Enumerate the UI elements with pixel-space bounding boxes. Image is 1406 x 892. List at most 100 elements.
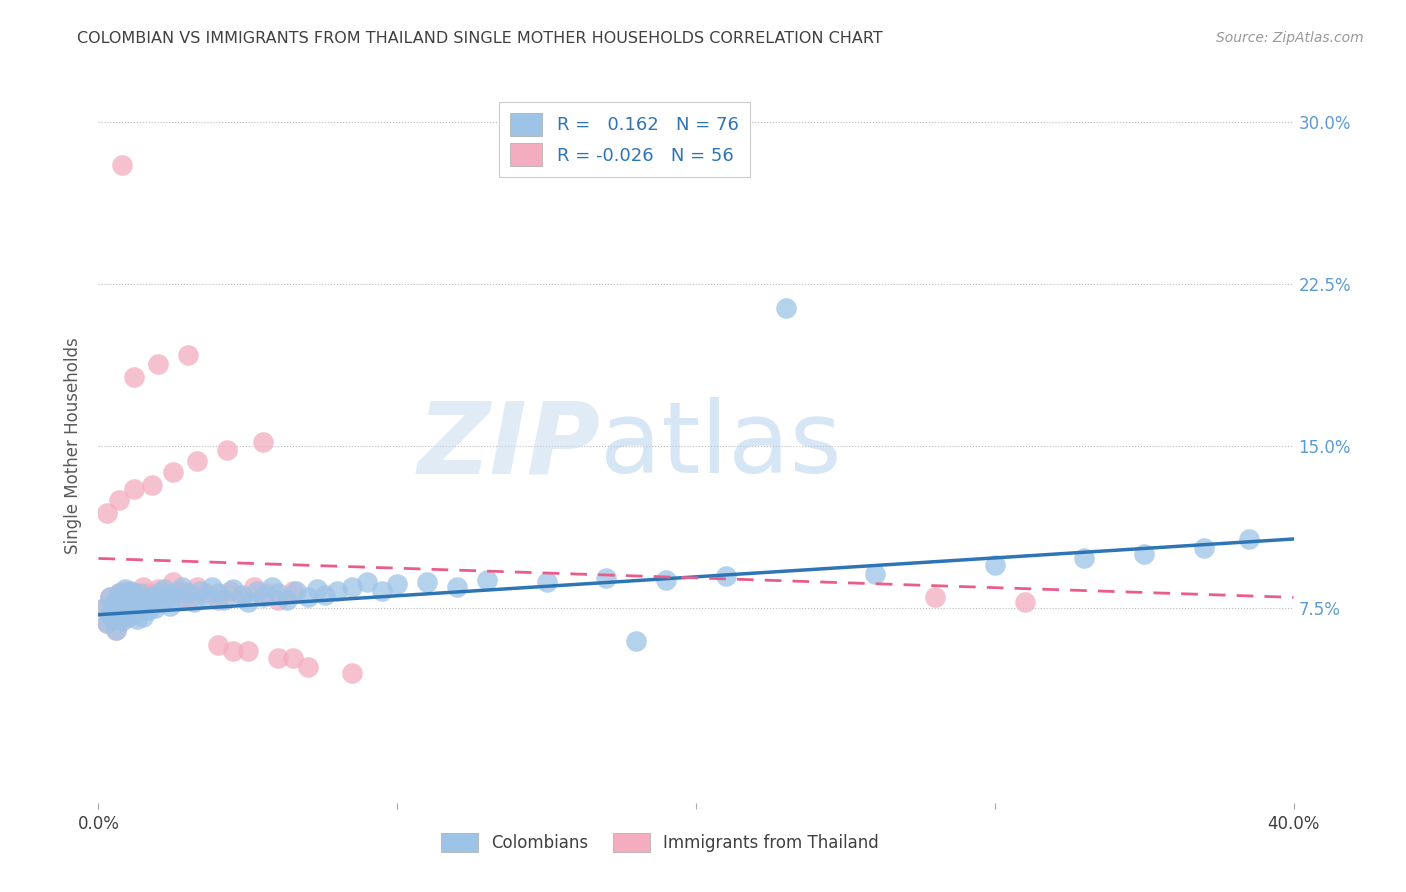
Point xyxy=(93,601,115,615)
Point xyxy=(111,595,134,609)
Point xyxy=(96,506,118,520)
Point xyxy=(114,582,136,596)
Point xyxy=(186,580,208,594)
Point xyxy=(305,582,328,596)
Point xyxy=(108,586,131,600)
Point xyxy=(124,599,146,613)
Point xyxy=(148,357,170,371)
Point xyxy=(172,580,194,594)
Point xyxy=(219,583,242,598)
Point xyxy=(108,493,131,508)
Point xyxy=(1073,551,1095,566)
Point xyxy=(132,610,155,624)
Point xyxy=(315,588,337,602)
Point xyxy=(165,592,187,607)
Point xyxy=(150,595,173,609)
Point xyxy=(177,348,200,362)
Point xyxy=(111,612,134,626)
Point xyxy=(222,582,245,596)
Point xyxy=(127,586,149,600)
Point xyxy=(141,478,163,492)
Point xyxy=(105,595,128,609)
Point xyxy=(252,434,274,449)
Text: Source: ZipAtlas.com: Source: ZipAtlas.com xyxy=(1216,31,1364,45)
Point xyxy=(281,651,304,665)
Point xyxy=(98,606,122,620)
Point xyxy=(865,566,887,581)
Point xyxy=(236,595,259,609)
Point xyxy=(127,612,149,626)
Point xyxy=(103,612,125,626)
Point xyxy=(108,606,131,620)
Point xyxy=(246,583,269,598)
Y-axis label: Single Mother Households: Single Mother Households xyxy=(65,338,83,554)
Point xyxy=(342,580,364,594)
Point xyxy=(183,595,205,609)
Point xyxy=(195,586,218,600)
Point xyxy=(103,599,125,613)
Point xyxy=(984,558,1007,572)
Point xyxy=(356,575,378,590)
Point xyxy=(114,603,136,617)
Point xyxy=(108,606,131,620)
Point xyxy=(714,568,737,582)
Point xyxy=(111,158,134,172)
Point xyxy=(326,583,349,598)
Point xyxy=(416,575,439,590)
Point xyxy=(252,591,274,605)
Point xyxy=(98,591,122,605)
Point xyxy=(148,582,170,596)
Point xyxy=(141,591,163,605)
Point xyxy=(162,575,184,590)
Point xyxy=(446,580,468,594)
Point xyxy=(297,659,319,673)
Point xyxy=(536,575,558,590)
Point xyxy=(120,592,142,607)
Point xyxy=(243,580,266,594)
Point xyxy=(207,638,229,652)
Point xyxy=(236,644,259,658)
Point xyxy=(124,588,146,602)
Point xyxy=(108,586,131,600)
Point xyxy=(655,573,678,587)
Point xyxy=(117,592,139,607)
Point xyxy=(172,583,194,598)
Point xyxy=(129,595,152,609)
Point xyxy=(231,591,253,605)
Point xyxy=(1133,547,1156,561)
Point xyxy=(475,573,498,587)
Point xyxy=(105,595,128,609)
Point xyxy=(135,592,157,607)
Text: atlas: atlas xyxy=(600,398,842,494)
Point xyxy=(775,301,797,315)
Point xyxy=(207,592,229,607)
Point xyxy=(117,610,139,624)
Point xyxy=(98,607,122,622)
Point xyxy=(281,583,304,598)
Point xyxy=(595,571,617,585)
Point xyxy=(98,591,122,605)
Point xyxy=(105,623,128,637)
Point xyxy=(124,606,146,620)
Point xyxy=(103,612,125,626)
Point xyxy=(385,577,409,591)
Point xyxy=(260,580,283,594)
Point xyxy=(120,583,142,598)
Text: ZIP: ZIP xyxy=(418,398,600,494)
Point xyxy=(1014,595,1036,609)
Point xyxy=(626,633,648,648)
Point xyxy=(276,592,298,607)
Point xyxy=(215,443,238,458)
Point xyxy=(111,597,134,611)
Point xyxy=(1237,532,1260,546)
Point xyxy=(124,482,146,496)
Point xyxy=(96,616,118,631)
Point xyxy=(195,591,218,605)
Point xyxy=(127,595,149,609)
Point xyxy=(201,580,224,594)
Point xyxy=(124,369,146,384)
Point xyxy=(159,599,181,613)
Point xyxy=(371,583,394,598)
Point xyxy=(162,586,184,600)
Point xyxy=(297,591,319,605)
